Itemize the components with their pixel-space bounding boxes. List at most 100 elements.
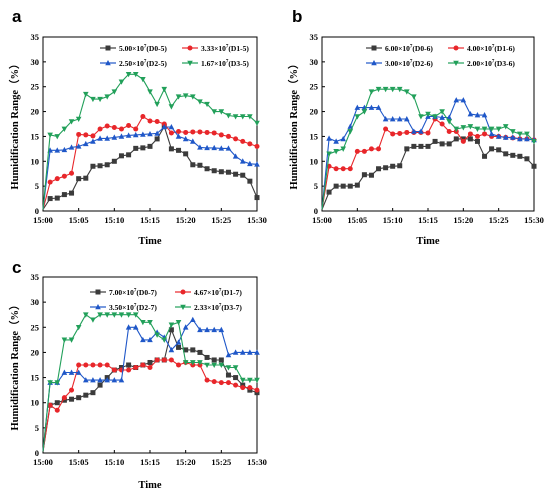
- data-point: [375, 104, 382, 110]
- data-point: [225, 133, 231, 139]
- data-point: [140, 336, 146, 343]
- data-point: [510, 152, 516, 158]
- data-point: [510, 129, 516, 135]
- y-tick-label: 5: [35, 423, 39, 433]
- data-point: [140, 362, 146, 368]
- data-point: [397, 130, 403, 136]
- data-point: [481, 126, 488, 132]
- y-tick-label: 15: [31, 373, 40, 383]
- data-point: [126, 122, 132, 128]
- data-point: [190, 347, 196, 353]
- data-point: [218, 326, 225, 333]
- data-point: [240, 172, 246, 178]
- data-point: [190, 360, 196, 366]
- data-point: [503, 151, 509, 157]
- data-point: [197, 162, 203, 168]
- data-point: [83, 91, 89, 98]
- data-point: [531, 163, 537, 169]
- data-point: [396, 86, 403, 93]
- data-point: [354, 148, 360, 154]
- data-point: [132, 71, 139, 78]
- x-axis-title: Time: [138, 236, 161, 247]
- data-point: [333, 149, 339, 155]
- data-point: [76, 395, 82, 401]
- data-point: [140, 114, 146, 120]
- data-point: [211, 326, 217, 333]
- data-point: [354, 182, 360, 188]
- data-point: [126, 367, 132, 373]
- data-point: [97, 163, 103, 169]
- data-point: [453, 126, 460, 132]
- data-point: [240, 385, 246, 391]
- legend: 6.00×107(D0-6) 4.00×107(D1-6) 3.00×107(D2-…: [366, 44, 515, 68]
- legend-item: 3.50×107(D2-7): [90, 303, 157, 312]
- data-point: [439, 114, 445, 120]
- data-point: [132, 324, 139, 330]
- data-point: [524, 131, 530, 137]
- data-point: [439, 121, 445, 127]
- data-point: [383, 126, 389, 132]
- legend-marker: [95, 304, 101, 310]
- legend-marker: [95, 289, 101, 295]
- data-point: [211, 109, 217, 115]
- data-point: [83, 140, 89, 147]
- data-point: [190, 162, 196, 168]
- data-point: [211, 362, 217, 368]
- data-point: [326, 189, 332, 195]
- data-point: [225, 365, 232, 371]
- x-tick-label: 15:20: [453, 215, 473, 225]
- data-point: [211, 357, 217, 363]
- data-point: [61, 126, 68, 132]
- panel-a: a 0 5 10 15 20 25 30 35 15:00 15:05 15:10 15:15 15:20…: [8, 7, 267, 247]
- data-point: [482, 153, 488, 159]
- data-point: [474, 126, 481, 132]
- data-point: [524, 135, 530, 142]
- y-tick-label: 35: [31, 272, 40, 282]
- data-point: [368, 104, 375, 110]
- data-point: [140, 131, 146, 137]
- data-point: [147, 319, 153, 326]
- data-point: [90, 133, 96, 139]
- data-point: [204, 166, 210, 172]
- data-point: [354, 104, 361, 110]
- data-point: [218, 380, 224, 386]
- data-point: [418, 143, 424, 149]
- data-point: [247, 349, 253, 355]
- data-point: [118, 312, 125, 318]
- data-point: [254, 195, 260, 201]
- y-tick-label: 35: [310, 32, 319, 42]
- data-point: [446, 128, 452, 134]
- data-point: [54, 407, 60, 413]
- data-point: [132, 312, 139, 318]
- series-line: [321, 88, 535, 210]
- legend-marker: [187, 45, 193, 51]
- panel-c: c 0 5 10 15 20 25 30 35 15:00 15:05 15:10 15:15 15:20…: [8, 258, 267, 491]
- data-point: [140, 145, 146, 151]
- data-point: [418, 114, 424, 120]
- data-point: [389, 116, 396, 122]
- data-point: [233, 171, 239, 177]
- data-point: [125, 132, 132, 138]
- data-point: [239, 349, 246, 355]
- data-point: [432, 114, 438, 120]
- x-tick-label: 15:10: [104, 457, 124, 467]
- data-point: [190, 94, 196, 100]
- data-point: [97, 126, 103, 132]
- data-point: [204, 144, 210, 151]
- data-point: [239, 377, 246, 384]
- data-point: [104, 135, 110, 141]
- data-point: [175, 319, 182, 326]
- data-point: [147, 365, 153, 371]
- data-point: [204, 129, 210, 135]
- y-tick-label: 20: [310, 107, 319, 117]
- legend-label: 5.00×107(D0-5): [119, 44, 167, 53]
- legend-label: 6.00×107(D0-6): [385, 44, 433, 53]
- legend-marker: [180, 304, 186, 310]
- data-point: [254, 161, 260, 167]
- data-point: [204, 354, 210, 360]
- data-point: [125, 312, 132, 318]
- series-line: [321, 138, 535, 210]
- data-point: [161, 357, 167, 363]
- data-point: [69, 170, 75, 176]
- data-point: [147, 336, 153, 343]
